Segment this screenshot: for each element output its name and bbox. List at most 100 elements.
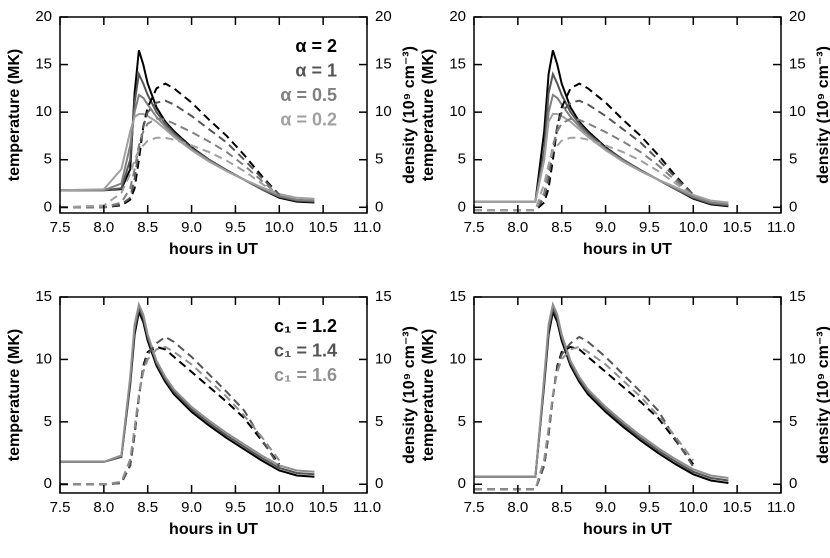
x-tick-label: 9.5 [639,499,660,516]
y-tick-label: 15 [35,288,52,305]
x-tick-label: 9.5 [225,219,246,236]
x-tick-label: 9.0 [181,219,202,236]
y-tick-label: 0 [458,475,466,492]
y-tick-label: 15 [449,288,466,305]
y2-tick-label: 20 [789,8,806,25]
density-line [474,335,695,491]
x-tick-label: 10.0 [679,499,708,516]
plot-frame [473,16,782,214]
y-tick-label: 20 [449,8,466,25]
y2-tick-label: 15 [789,56,806,73]
x-axis-label: hours in UT [583,521,672,538]
x-tick-label: 8.0 [507,219,528,236]
plot-frame [59,296,368,494]
x-tick-label: 10.5 [723,219,752,236]
legend-entry: α = 2 [295,36,337,56]
y2-tick-label: 20 [375,8,392,25]
x-tick-label: 9.0 [595,219,616,236]
y-tick-label: 10 [35,350,52,367]
x-tick-label: 10.0 [679,219,708,236]
x-tick-label: 7.5 [464,219,485,236]
density-line [474,82,695,212]
y-tick-label: 15 [449,56,466,73]
y2-axis-label: density (10⁹ cm⁻³) [815,46,830,184]
y-tick-label: 15 [35,56,52,73]
x-tick-label: 9.0 [181,499,202,516]
temperature-line [60,70,315,203]
density-line [474,136,694,212]
y2-tick-label: 10 [375,103,392,120]
density-line [60,117,280,209]
y-tick-label: 20 [35,8,52,25]
temperature-line [474,71,729,207]
x-axis-label: hours in UT [583,241,672,258]
x-tick-label: 11.0 [767,219,795,236]
density-line [60,99,280,209]
y2-axis-label: density (10⁹ cm⁻³) [401,46,418,184]
legend-entry: c₁ = 1.4 [274,340,337,360]
y-axis-label: temperature (MK) [6,329,23,461]
y2-axis-label: density (10⁹ cm⁻³) [815,326,830,464]
x-tick-label: 8.5 [137,219,158,236]
density-line [59,136,280,209]
y-axis-label: temperature (MK) [420,49,437,181]
y2-tick-label: 5 [789,151,797,168]
y-tick-label: 5 [44,413,52,430]
legend-entry: α = 0.5 [280,85,337,105]
x-tick-label: 11.0 [767,499,795,516]
density-line [60,345,281,486]
x-tick-label: 11.0 [353,219,381,236]
y2-tick-label: 15 [789,288,806,305]
x-tick-label: 11.0 [353,499,381,516]
y2-tick-label: 0 [375,475,383,492]
y2-tick-label: 10 [789,103,806,120]
x-tick-label: 8.0 [93,219,114,236]
plot-frame [59,16,368,214]
temperature-line [474,304,729,482]
y2-tick-label: 0 [375,198,383,215]
temperature-line [60,308,315,478]
x-tick-label: 10.0 [265,219,294,236]
density-line [60,82,281,209]
density-line [474,99,694,212]
legend-entry: c₁ = 1.2 [274,316,337,336]
temperature-line [474,113,729,204]
x-tick-label: 7.5 [50,499,71,516]
y-tick-label: 0 [44,198,52,215]
y2-tick-label: 10 [789,350,806,367]
density-line [474,117,694,212]
x-tick-label: 10.5 [309,219,338,236]
x-tick-label: 10.5 [723,499,752,516]
x-tick-label: 10.5 [309,499,338,516]
temperature-line [59,113,315,200]
y2-tick-label: 0 [789,475,797,492]
y2-tick-label: 0 [789,198,797,215]
x-tick-label: 10.0 [265,499,294,516]
legend-entry: c₁ = 1.6 [274,365,337,385]
y2-tick-label: 5 [375,413,383,430]
y-tick-label: 0 [44,475,52,492]
x-axis-label: hours in UT [169,241,258,258]
temperature-line [60,301,315,473]
x-tick-label: 8.5 [551,219,572,236]
y-tick-label: 10 [35,103,52,120]
y-tick-label: 5 [458,413,466,430]
x-tick-label: 7.5 [464,499,485,516]
x-tick-label: 8.0 [507,499,528,516]
y2-tick-label: 15 [375,56,392,73]
x-tick-label: 9.0 [595,499,616,516]
y-tick-label: 0 [458,198,466,215]
temperature-line [474,308,729,484]
x-tick-label: 8.5 [137,499,158,516]
y2-tick-label: 5 [789,413,797,430]
y-tick-label: 5 [44,151,52,168]
y2-tick-label: 10 [375,350,392,367]
y-axis-label: temperature (MK) [6,49,23,181]
plot-frame [473,296,782,494]
x-tick-label: 7.5 [50,219,71,236]
y2-tick-label: 15 [375,288,392,305]
x-tick-label: 9.5 [225,499,246,516]
x-axis-label: hours in UT [169,521,258,538]
temperature-line [474,93,729,206]
